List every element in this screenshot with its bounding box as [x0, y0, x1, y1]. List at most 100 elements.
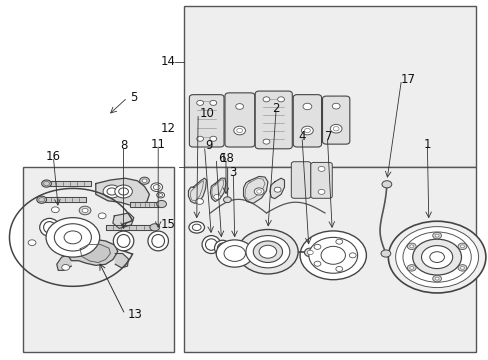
Polygon shape — [115, 253, 128, 268]
Circle shape — [429, 252, 444, 262]
Circle shape — [46, 218, 100, 257]
Circle shape — [457, 265, 466, 271]
Circle shape — [119, 188, 128, 195]
Text: 13: 13 — [127, 308, 142, 321]
Circle shape — [318, 166, 325, 171]
Circle shape — [64, 231, 81, 244]
Circle shape — [432, 232, 441, 239]
Text: 5: 5 — [130, 91, 137, 104]
Ellipse shape — [43, 222, 55, 233]
Ellipse shape — [152, 234, 164, 247]
Ellipse shape — [113, 231, 134, 251]
Circle shape — [409, 245, 413, 248]
Circle shape — [41, 180, 51, 187]
Circle shape — [395, 226, 478, 288]
FancyBboxPatch shape — [322, 96, 349, 144]
Circle shape — [301, 126, 313, 135]
FancyBboxPatch shape — [291, 162, 310, 198]
Text: 12: 12 — [160, 122, 175, 135]
Text: 14: 14 — [160, 55, 175, 68]
Circle shape — [303, 103, 311, 110]
Polygon shape — [57, 255, 71, 270]
Circle shape — [235, 104, 243, 109]
Circle shape — [153, 185, 160, 190]
Circle shape — [421, 246, 452, 269]
FancyBboxPatch shape — [189, 95, 224, 147]
Circle shape — [140, 177, 149, 184]
Circle shape — [304, 248, 316, 257]
Circle shape — [432, 275, 441, 282]
Polygon shape — [44, 197, 86, 202]
Circle shape — [254, 188, 264, 195]
Bar — [183, 167, 475, 352]
Circle shape — [318, 189, 325, 194]
Circle shape — [237, 229, 298, 274]
Circle shape — [43, 181, 49, 186]
Circle shape — [39, 198, 44, 202]
Polygon shape — [243, 176, 267, 203]
Circle shape — [79, 206, 91, 215]
Ellipse shape — [214, 240, 230, 256]
Text: 10: 10 — [199, 107, 214, 120]
Polygon shape — [68, 239, 118, 265]
Circle shape — [158, 194, 162, 197]
Circle shape — [274, 187, 281, 192]
Circle shape — [192, 224, 201, 230]
Ellipse shape — [205, 239, 217, 250]
Text: 9: 9 — [205, 139, 213, 152]
Ellipse shape — [148, 231, 168, 251]
Ellipse shape — [202, 235, 220, 253]
Polygon shape — [210, 178, 225, 202]
Ellipse shape — [117, 234, 130, 247]
Circle shape — [213, 194, 220, 199]
Text: 18: 18 — [220, 152, 234, 165]
Circle shape — [157, 201, 166, 208]
Bar — [183, 6, 475, 167]
Circle shape — [335, 239, 342, 244]
Circle shape — [150, 224, 159, 231]
Circle shape — [412, 239, 461, 275]
Circle shape — [460, 245, 464, 248]
Circle shape — [98, 213, 106, 219]
Circle shape — [381, 181, 391, 188]
Text: 6: 6 — [217, 152, 224, 165]
Circle shape — [407, 265, 415, 271]
Circle shape — [245, 235, 289, 268]
Circle shape — [300, 231, 366, 280]
Circle shape — [460, 266, 464, 269]
Circle shape — [387, 221, 485, 293]
Circle shape — [313, 244, 320, 249]
FancyBboxPatch shape — [310, 162, 331, 198]
Text: 2: 2 — [272, 102, 279, 115]
Text: 4: 4 — [298, 130, 305, 144]
Text: 7: 7 — [324, 130, 331, 144]
Text: 16: 16 — [46, 150, 61, 163]
Ellipse shape — [67, 225, 78, 234]
Circle shape — [51, 207, 59, 213]
Circle shape — [407, 243, 415, 249]
Circle shape — [142, 179, 147, 183]
Text: 3: 3 — [229, 166, 237, 179]
Circle shape — [307, 250, 313, 255]
Circle shape — [263, 97, 269, 102]
Circle shape — [61, 265, 69, 270]
Circle shape — [330, 125, 341, 133]
Polygon shape — [269, 178, 284, 199]
Circle shape — [233, 126, 245, 135]
Circle shape — [54, 224, 91, 251]
Circle shape — [37, 196, 46, 203]
Circle shape — [348, 253, 355, 258]
Ellipse shape — [79, 230, 93, 244]
Circle shape — [434, 277, 438, 280]
Circle shape — [82, 208, 88, 213]
Polygon shape — [130, 202, 159, 207]
Polygon shape — [96, 178, 149, 206]
Circle shape — [28, 240, 36, 246]
Circle shape — [332, 127, 338, 131]
Polygon shape — [113, 213, 134, 228]
FancyBboxPatch shape — [224, 93, 254, 147]
Ellipse shape — [217, 243, 227, 253]
Circle shape — [107, 188, 117, 195]
Circle shape — [209, 100, 216, 105]
Polygon shape — [49, 181, 91, 186]
